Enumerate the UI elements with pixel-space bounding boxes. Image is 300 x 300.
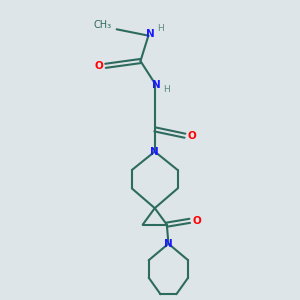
Text: O: O xyxy=(94,61,103,71)
Text: O: O xyxy=(192,216,201,226)
Text: N: N xyxy=(150,147,159,157)
Text: CH₃: CH₃ xyxy=(94,20,112,31)
Text: N: N xyxy=(152,80,161,90)
Text: N: N xyxy=(164,239,173,249)
Text: H: H xyxy=(164,85,170,94)
Text: H: H xyxy=(157,24,164,33)
Text: O: O xyxy=(188,131,196,141)
Text: N: N xyxy=(146,29,155,39)
